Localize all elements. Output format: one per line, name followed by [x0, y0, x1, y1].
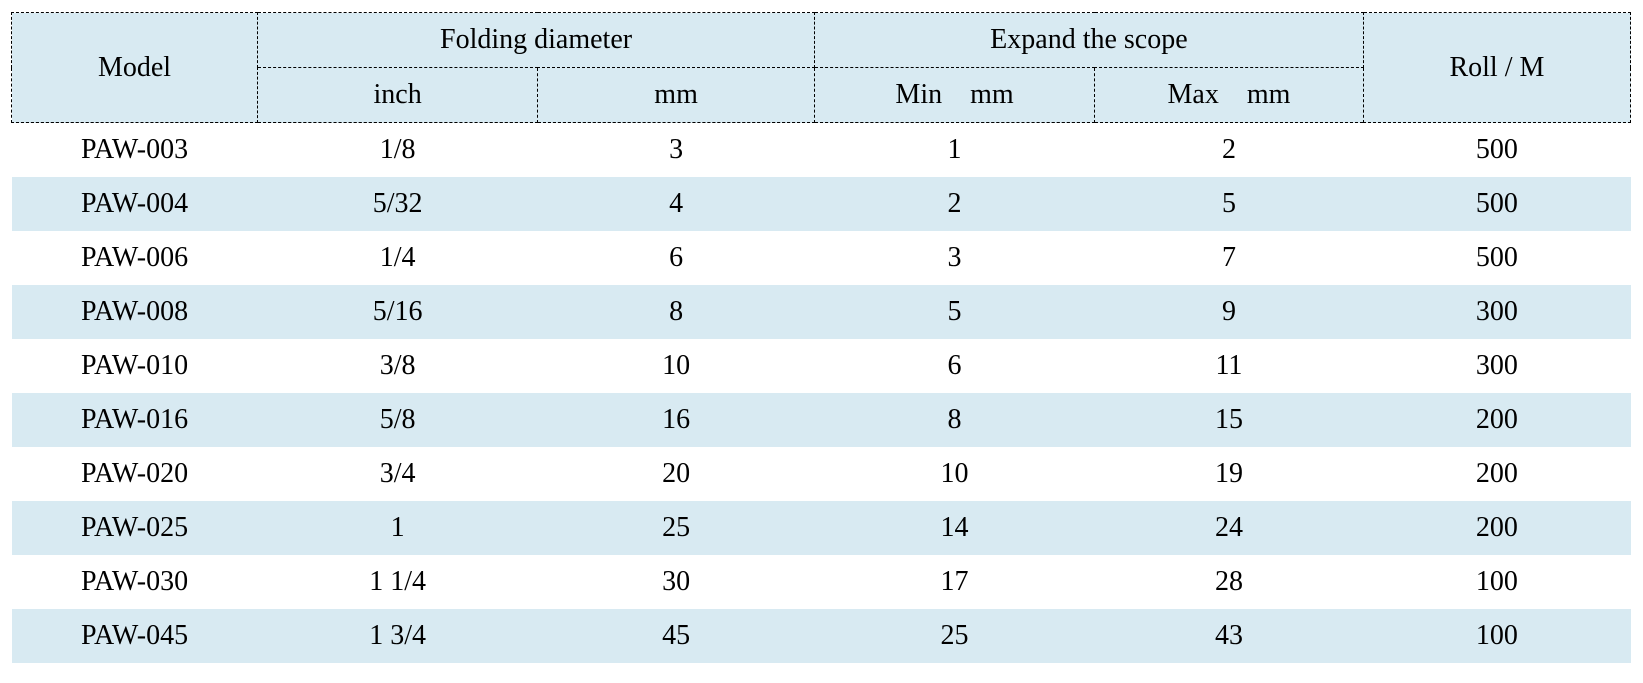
table-row: PAW-004 5/32 4 2 5 500: [11, 177, 1631, 231]
table-row: PAW-020 3/4 20 10 19 200: [12, 447, 1631, 501]
cell-inch: 1 3/4: [369, 620, 426, 651]
cell-mm: 4: [669, 188, 684, 219]
header-max-mm: Max mm: [1094, 67, 1364, 123]
cell-min: 5: [947, 296, 962, 327]
cell-max: 5: [1221, 188, 1236, 219]
cell-roll: 200: [1475, 458, 1518, 489]
cell-model: PAW-016: [80, 404, 189, 435]
cell-roll: 200: [1475, 512, 1518, 543]
cell-mm: 20: [662, 458, 691, 489]
cell-inch: 1/4: [379, 242, 416, 273]
cell-roll: 300: [1475, 296, 1518, 327]
cell-max: 19: [1214, 458, 1243, 489]
table-row: PAW-003 1/8 3 1 2 500: [12, 123, 1631, 178]
cell-inch: 5/8: [379, 404, 416, 435]
cell-model: PAW-003: [80, 134, 189, 165]
cell-model: PAW-045: [80, 620, 189, 651]
header-inch: inch: [257, 67, 539, 123]
table-body: PAW-003 1/8 3 1 2 500 PAW-004 5/32 4 2 5…: [11, 123, 1631, 663]
table-row: PAW-025 1 25 14 24 200: [11, 501, 1631, 555]
cell-mm: 8: [669, 296, 684, 327]
cell-inch: 5/16: [372, 296, 423, 327]
cell-min: 1: [947, 134, 962, 165]
cell-inch: 1/8: [379, 134, 416, 165]
cell-max: 15: [1214, 404, 1243, 435]
cell-min: 8: [947, 404, 962, 435]
table-header: Model Folding diameter Expand the scope …: [10, 12, 1632, 123]
cell-max: 28: [1214, 566, 1243, 597]
cell-max: 24: [1214, 512, 1243, 543]
cell-max: 7: [1221, 242, 1236, 273]
cell-mm: 16: [662, 404, 691, 435]
cell-inch: 1 1/4: [369, 566, 426, 597]
cell-model: PAW-030: [80, 566, 189, 597]
cell-mm: 3: [669, 134, 684, 165]
header-roll: Roll / M: [1362, 12, 1632, 123]
product-spec-table: Model Folding diameter Expand the scope …: [10, 12, 1632, 663]
spec-table-container: Model Folding diameter Expand the scope …: [10, 12, 1632, 663]
cell-min: 14: [940, 512, 969, 543]
cell-roll: 500: [1475, 188, 1518, 219]
cell-min: 10: [940, 458, 969, 489]
cell-mm: 30: [662, 566, 691, 597]
header-sub-row: inch mm Min mm Max mm: [12, 67, 1631, 123]
header-folding-diameter: Folding diameter: [257, 12, 815, 68]
cell-min: 17: [940, 566, 969, 597]
cell-model: PAW-010: [80, 350, 189, 381]
cell-inch: 3/4: [379, 458, 416, 489]
cell-model: PAW-006: [80, 242, 189, 273]
table-row: PAW-008 5/16 8 5 9 300: [11, 285, 1631, 339]
cell-roll: 100: [1475, 566, 1518, 597]
cell-max: 2: [1221, 134, 1236, 165]
header-min-mm: Min mm: [813, 67, 1096, 123]
table-row: PAW-006 1/4 6 3 7 500: [12, 231, 1631, 285]
cell-roll: 500: [1475, 134, 1518, 165]
cell-max: 9: [1221, 296, 1236, 327]
cell-inch: 1: [390, 512, 405, 543]
cell-max: 43: [1214, 620, 1243, 651]
table-row: PAW-016 5/8 16 8 15 200: [11, 393, 1631, 447]
cell-model: PAW-025: [80, 512, 189, 543]
cell-min: 6: [947, 350, 962, 381]
cell-min: 2: [947, 188, 962, 219]
cell-model: PAW-008: [80, 296, 189, 327]
cell-mm: 6: [669, 242, 684, 273]
header-expand-scope: Expand the scope: [814, 12, 1364, 68]
table-row: PAW-045 1 3/4 45 25 43 100: [11, 609, 1631, 663]
cell-roll: 100: [1475, 620, 1518, 651]
header-group-row: Model Folding diameter Expand the scope …: [10, 12, 1632, 123]
table-row: PAW-030 1 1/4 30 17 28 100: [12, 555, 1631, 609]
cell-inch: 5/32: [372, 188, 423, 219]
cell-inch: 3/8: [379, 350, 416, 381]
cell-roll: 200: [1475, 404, 1518, 435]
cell-model: PAW-004: [80, 188, 189, 219]
cell-model: PAW-020: [80, 458, 189, 489]
table-row: PAW-010 3/8 10 6 11 300: [12, 339, 1631, 393]
cell-max: 11: [1215, 350, 1243, 381]
cell-roll: 500: [1475, 242, 1518, 273]
cell-min: 3: [947, 242, 962, 273]
cell-min: 25: [940, 620, 969, 651]
header-model: Model: [10, 12, 259, 123]
cell-mm: 10: [662, 350, 691, 381]
cell-mm: 25: [662, 512, 691, 543]
header-mm: mm: [537, 67, 815, 123]
cell-mm: 45: [662, 620, 691, 651]
cell-roll: 300: [1475, 350, 1518, 381]
